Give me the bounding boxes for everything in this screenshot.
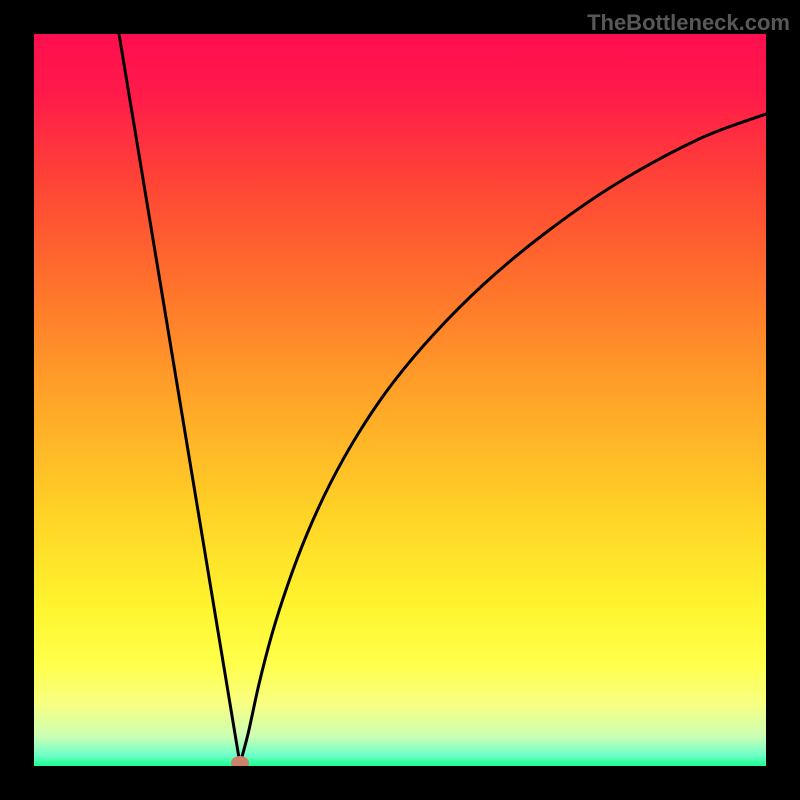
- plot-area: [34, 34, 766, 766]
- minimum-marker: [231, 756, 249, 766]
- watermark-text: TheBottleneck.com: [587, 10, 790, 36]
- bottleneck-curve: [119, 34, 766, 764]
- curve-chart: [34, 34, 766, 766]
